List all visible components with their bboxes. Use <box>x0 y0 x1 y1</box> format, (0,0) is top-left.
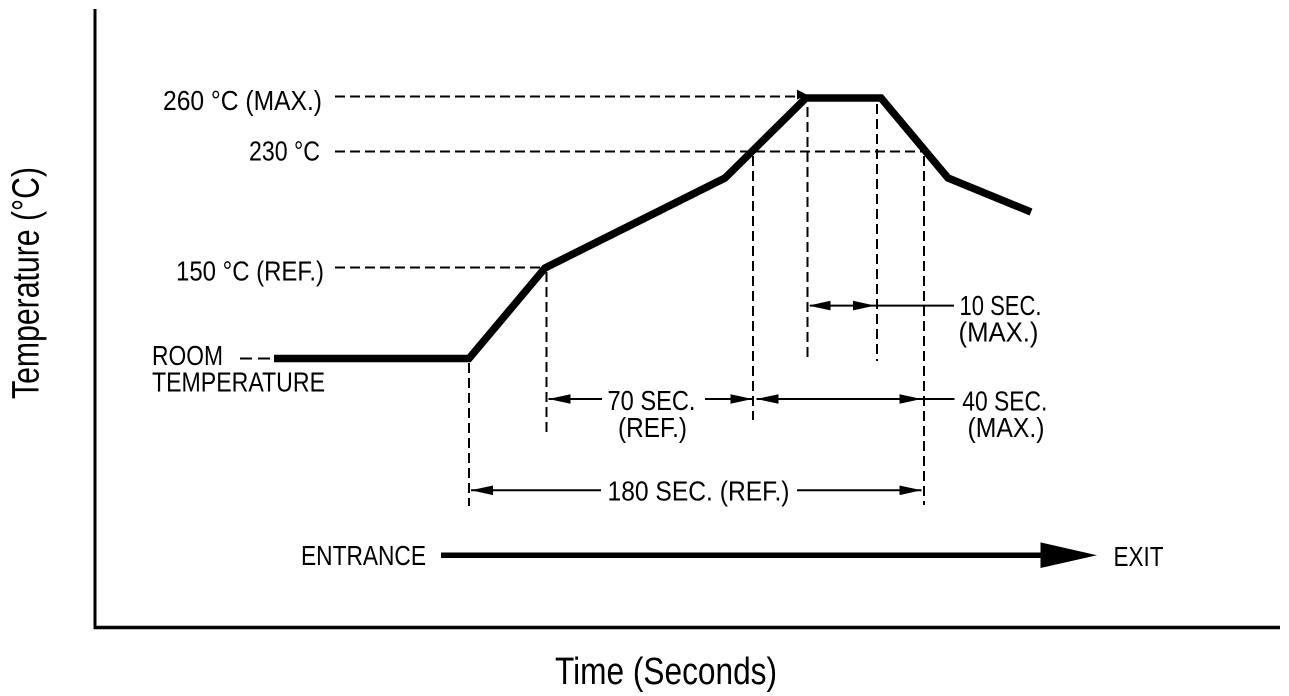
svg-text:(MAX.): (MAX.) <box>968 412 1045 443</box>
svg-text:Temperature (°C): Temperature (°C) <box>6 167 48 399</box>
svg-text:ROOM: ROOM <box>152 340 223 371</box>
svg-text:EXIT: EXIT <box>1114 541 1164 572</box>
svg-text:(MAX.): (MAX.) <box>959 317 1039 348</box>
svg-text:ENTRANCE: ENTRANCE <box>301 540 426 571</box>
svg-text:70 SEC.: 70 SEC. <box>608 385 696 416</box>
svg-text:(REF.): (REF.) <box>618 412 687 443</box>
svg-text:TEMPERATURE: TEMPERATURE <box>152 367 325 398</box>
svg-text:10 SEC.: 10 SEC. <box>960 290 1042 321</box>
svg-text:Time (Seconds): Time (Seconds) <box>555 651 777 693</box>
svg-text:230 °C: 230 °C <box>249 136 320 167</box>
svg-text:260 °C (MAX.): 260 °C (MAX.) <box>163 85 322 116</box>
svg-text:40 SEC.: 40 SEC. <box>962 385 1047 416</box>
svg-text:150 °C (REF.): 150 °C (REF.) <box>176 256 324 287</box>
svg-text:180 SEC. (REF.): 180 SEC. (REF.) <box>608 476 790 507</box>
